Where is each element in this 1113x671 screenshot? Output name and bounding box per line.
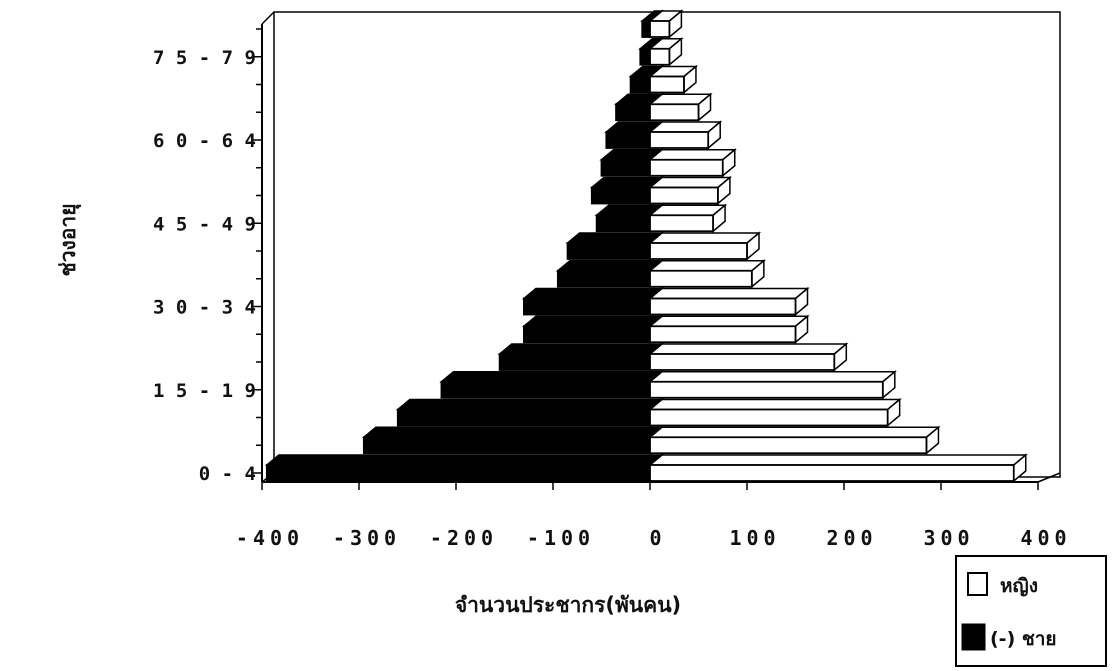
male-bar-20-24 — [497, 342, 665, 372]
male-bar-25-29 — [521, 314, 665, 344]
female-bar-75-79 — [647, 37, 684, 67]
x-tick-label: 300 — [923, 526, 974, 550]
legend-swatch-female — [967, 572, 988, 596]
female-bar-35-39 — [647, 259, 766, 289]
x-tick-label: -400 — [236, 526, 304, 550]
female-series — [647, 9, 1028, 483]
floor-edge-right — [1037, 472, 1061, 483]
x-tick-label: -100 — [527, 526, 595, 550]
legend-swatch-male — [961, 623, 986, 651]
female-bar-70-74 — [647, 64, 699, 95]
male-series — [264, 9, 665, 483]
x-axis-title: จำนวนประชากร(พันคน) — [455, 593, 681, 617]
female-bar-5-9 — [647, 425, 941, 455]
female-bar-50-54 — [647, 175, 732, 206]
female-bar-0-4 — [647, 453, 1028, 483]
male-bar-0-4 — [264, 453, 665, 483]
male-bar-50-54 — [589, 175, 665, 206]
female-bar-20-24 — [647, 342, 849, 372]
y-axis-title: ช่วงอายุ — [56, 203, 82, 276]
male-bar-35-39 — [555, 259, 665, 289]
x-tick-label: -200 — [430, 526, 498, 550]
y-tick-label: 6 0 - 6 4 — [153, 130, 256, 152]
x-tick-label: 100 — [729, 526, 780, 550]
y-tick-label: 7 5 - 7 9 — [153, 47, 256, 69]
female-bar-45-49 — [647, 203, 728, 233]
female-bar-25-29 — [647, 314, 810, 344]
x-tick-label: 200 — [826, 526, 877, 550]
female-bar-40-44 — [647, 231, 762, 261]
female-bar-55-59 — [647, 148, 737, 178]
male-bar-15-19 — [439, 370, 665, 400]
female-bar-15-19 — [647, 370, 897, 400]
legend: หญิง (-) ชาย — [955, 555, 1107, 667]
legend-label-female: หญิง — [1000, 575, 1038, 597]
female-bar-65-69 — [647, 92, 713, 122]
female-bar-30-34 — [647, 286, 810, 317]
male-bar-30-34 — [521, 286, 665, 317]
male-bar-10-14 — [395, 397, 665, 428]
x-axis: -400 -300 -200 -100 0 100 200 300 400 — [236, 481, 1071, 550]
male-bar-40-44 — [565, 231, 665, 261]
y-tick-label: 0 - 4 — [199, 463, 256, 485]
legend-label-male: (-) ชาย — [990, 628, 1057, 650]
y-tick-label: 4 5 - 4 9 — [153, 213, 256, 235]
x-tick-label: 400 — [1020, 526, 1071, 550]
y-tick-label: 3 0 - 3 4 — [153, 297, 256, 319]
y-tick-label: 1 5 - 1 9 — [153, 380, 256, 402]
x-tick-label: -300 — [333, 526, 401, 550]
female-bar-10-14 — [647, 397, 902, 428]
female-bar-80+ — [647, 9, 684, 39]
male-bar-5-9 — [361, 425, 665, 455]
x-tick-label: 0 — [649, 526, 666, 550]
y-axis: 0 - 4 1 5 - 1 9 3 0 - 3 4 4 5 - 4 9 6 0 - 6 … — [153, 11, 275, 485]
female-bar-60-64 — [647, 120, 723, 150]
